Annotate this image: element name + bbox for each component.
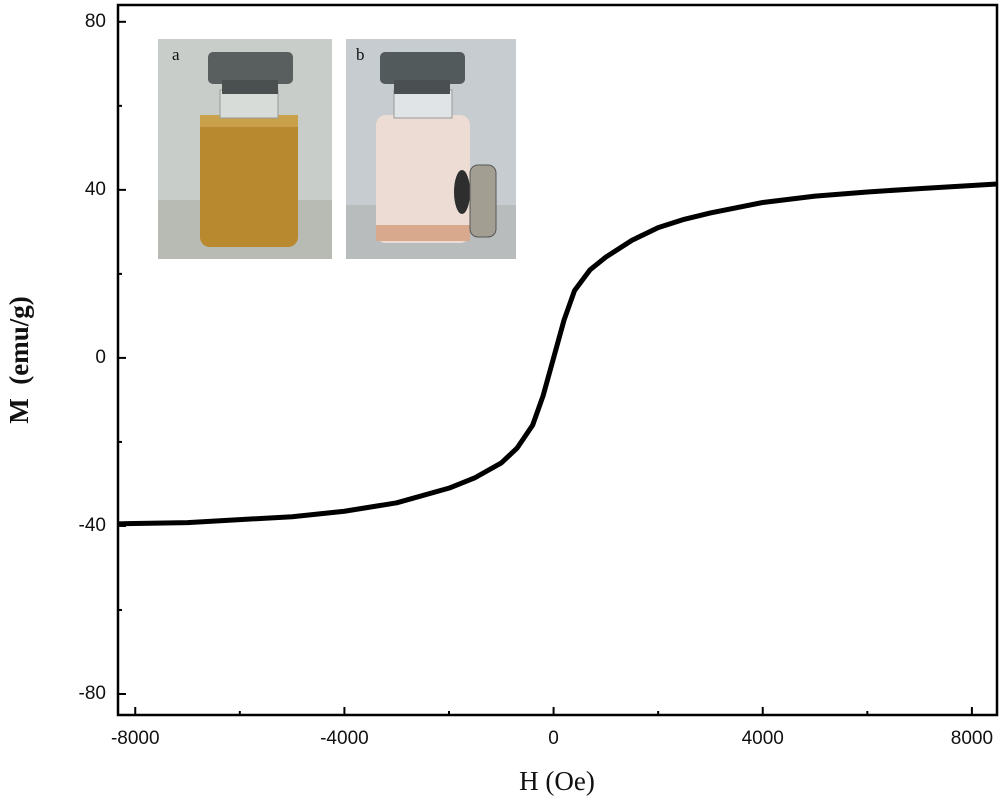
y-tick-label: -80 bbox=[79, 683, 106, 704]
inset-photo-b: b bbox=[346, 39, 516, 259]
x-tick-label: 8000 bbox=[951, 728, 993, 749]
inset-photo-a: a bbox=[158, 39, 332, 259]
data-line bbox=[117, 181, 998, 527]
inset-label: a bbox=[172, 45, 180, 64]
x-tick-label: -8000 bbox=[111, 728, 160, 749]
y-tick-label: 0 bbox=[95, 347, 106, 368]
plot-frame bbox=[116, 3, 999, 717]
y-axis-title: M (emu/g) bbox=[4, 296, 34, 423]
y-tick-label: 40 bbox=[85, 179, 106, 200]
x-axis-title: H (Oe) bbox=[519, 766, 595, 796]
y-tick-label: 80 bbox=[85, 11, 106, 32]
inset-label: b bbox=[356, 45, 365, 64]
y-tick-label: -40 bbox=[79, 515, 106, 536]
x-tick-label: 0 bbox=[548, 728, 559, 749]
x-tick-label: -4000 bbox=[320, 728, 369, 749]
x-tick-label: 4000 bbox=[742, 728, 784, 749]
